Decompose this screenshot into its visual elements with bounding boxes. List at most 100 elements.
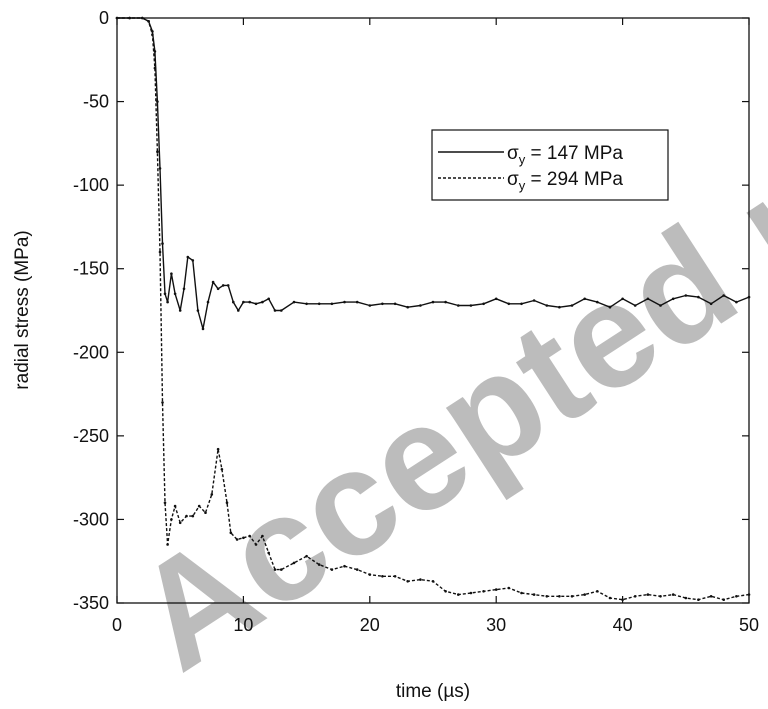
series-2-point — [735, 595, 738, 598]
series-2-point — [185, 514, 188, 518]
series-1-point — [671, 297, 675, 301]
series-1-point — [684, 294, 688, 297]
x-tick-label-4: 40 — [613, 615, 633, 635]
series-2-point — [170, 518, 173, 521]
series-2-point — [482, 590, 485, 593]
series-1-point — [633, 304, 637, 307]
series-line-2 — [117, 17, 750, 601]
legend-label-series-1: σy = 147 MPa — [507, 143, 623, 167]
series-1-point — [232, 300, 235, 304]
series-1-point — [273, 309, 277, 312]
series-2-point — [431, 580, 435, 583]
series-2-point — [494, 588, 498, 591]
x-tick-label-3: 30 — [486, 615, 506, 635]
series-2-point — [532, 593, 536, 596]
series-1-point — [583, 297, 586, 301]
series-2-point — [444, 590, 447, 593]
series-1-point — [191, 259, 195, 262]
series-2-point — [156, 150, 159, 153]
series-2-point — [507, 586, 511, 590]
series-1-point — [158, 167, 162, 170]
series-2-point — [204, 511, 207, 514]
series-1-point — [444, 300, 447, 304]
series-2-point — [225, 501, 229, 505]
series-2-point — [697, 598, 700, 601]
series-2-point — [570, 595, 574, 598]
series-2-point — [229, 531, 233, 535]
series-layer — [115, 16, 751, 601]
series-1-point — [381, 302, 384, 306]
series-1-point — [368, 304, 372, 307]
series-1-point — [237, 309, 240, 312]
series-2-point — [583, 593, 586, 596]
series-1-point — [431, 300, 435, 304]
series-2-point — [242, 536, 245, 540]
series-2-point — [280, 568, 283, 571]
series-1-point — [507, 302, 511, 306]
series-line-1 — [117, 17, 750, 330]
legend-label-1-rest: = 147 MPa — [525, 143, 623, 164]
series-2-point — [191, 514, 195, 518]
series-1-point — [330, 302, 334, 306]
series-1-point — [173, 292, 177, 296]
series-2-point — [141, 16, 144, 20]
series-1-point — [170, 272, 173, 276]
series-2-point — [151, 33, 154, 36]
series-1-point — [163, 292, 167, 296]
series-2-point — [621, 598, 624, 601]
series-1-point — [201, 327, 205, 331]
series-2-point — [545, 595, 549, 598]
series-1-point — [621, 297, 624, 301]
series-1-point — [254, 302, 258, 306]
series-1-point — [355, 300, 359, 304]
series-1-point — [482, 302, 485, 306]
series-1-point — [558, 305, 561, 309]
series-2-point — [330, 568, 334, 571]
x-tick-label-2: 20 — [360, 615, 380, 635]
series-2-point — [596, 590, 599, 593]
watermark: Accepted manuscript — [106, 0, 768, 702]
y-axis-title: radial stress (MPa) — [12, 230, 33, 389]
x-axis-ticks: 0 10 20 30 40 50 — [112, 18, 759, 635]
series-2-point — [659, 595, 662, 598]
series-2-point — [216, 447, 220, 451]
x-axis-title: time (µs) — [396, 681, 470, 702]
series-2-point — [267, 551, 271, 555]
series-1-point — [469, 304, 473, 307]
series-1-point — [457, 304, 460, 307]
series-1-point — [267, 297, 271, 301]
series-1-point — [280, 309, 283, 312]
legend-label-1-sub: y — [519, 152, 526, 167]
series-1-point — [596, 300, 599, 304]
series-1-point — [182, 287, 186, 291]
series-2-point — [261, 534, 264, 538]
series-2-point — [305, 554, 308, 558]
series-2-point — [178, 521, 182, 525]
series-2-point — [419, 578, 422, 581]
series-2-point — [709, 595, 713, 598]
series-2-point — [608, 596, 612, 600]
legend-label-1-main: σ — [507, 143, 519, 164]
series-2-point — [220, 468, 224, 471]
series-2-point — [469, 591, 473, 595]
x-tick-label-5: 50 — [739, 615, 759, 635]
series-1-point — [520, 302, 523, 306]
legend: σy = 147 MPa σy = 294 MPa — [431, 129, 669, 201]
series-2-point — [355, 568, 359, 571]
legend-label-2-main: σ — [507, 169, 519, 190]
series-2-point — [381, 575, 384, 578]
series-1-point — [161, 242, 164, 245]
series-1-point — [722, 294, 725, 297]
series-2-point — [684, 596, 688, 600]
series-1-point — [747, 295, 751, 299]
series-1-point — [211, 280, 215, 284]
series-1-point — [248, 300, 251, 304]
y-tick-label-3: -150 — [73, 259, 109, 279]
series-2-point — [317, 563, 321, 566]
series-1-point — [261, 300, 264, 304]
series-2-point — [248, 534, 251, 538]
series-2-point — [153, 66, 157, 70]
y-tick-label-0: 0 — [99, 8, 109, 28]
watermark-text: Accepted manuscript — [106, 0, 768, 702]
